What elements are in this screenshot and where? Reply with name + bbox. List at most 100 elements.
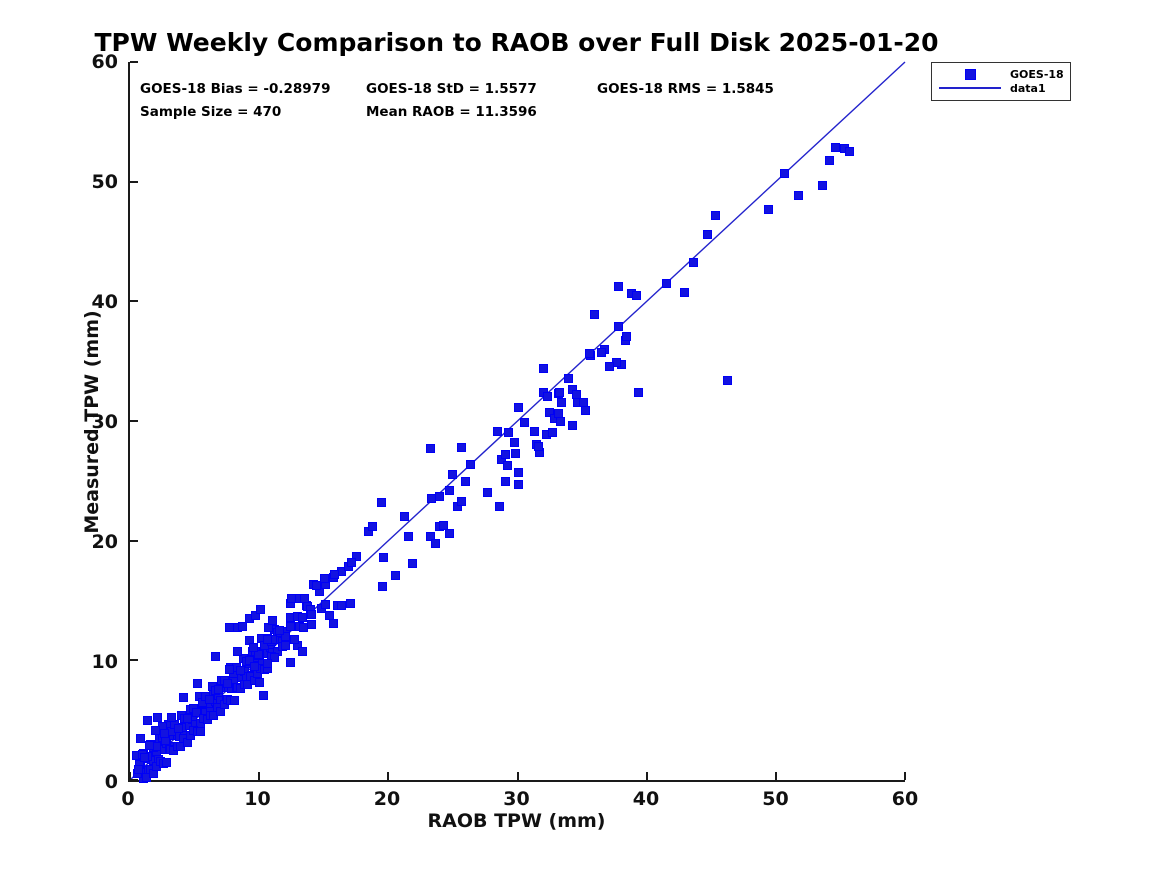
square-marker-icon [964, 68, 976, 80]
x-tick [904, 772, 906, 780]
scatter-point [290, 635, 300, 645]
scatter-point [722, 376, 732, 386]
scatter-point [605, 361, 615, 371]
scatter-point [633, 388, 643, 398]
scatter-point [539, 364, 549, 374]
scatter-point [465, 460, 475, 470]
stat-bias: GOES-18 Bias = -0.28979 [140, 81, 331, 97]
y-tick [130, 779, 138, 781]
scatter-point [614, 281, 624, 291]
x-tick [774, 772, 777, 780]
scatter-point [229, 695, 239, 705]
scatter-point [548, 427, 558, 437]
scatter-point [584, 348, 594, 358]
scatter-point [492, 426, 502, 436]
x-tick-label: 10 [244, 788, 271, 810]
scatter-point [456, 497, 466, 507]
x-tick [516, 772, 519, 780]
scatter-point [321, 600, 331, 610]
scatter-point [390, 571, 400, 581]
x-tick-label: 30 [503, 788, 530, 810]
scatter-point [285, 657, 295, 667]
y-tick-label: 40 [91, 291, 118, 313]
scatter-point [233, 646, 243, 656]
y-tick-label: 50 [91, 171, 118, 193]
scatter-point [456, 443, 466, 453]
chart-title: TPW Weekly Comparison to RAOB over Full … [94, 28, 938, 57]
legend-marker-icon [939, 68, 1001, 80]
line-sample-icon [939, 87, 1001, 89]
scatter-point [680, 288, 690, 298]
scatter-point [818, 180, 828, 190]
plot-area [128, 62, 905, 782]
scatter-point [153, 713, 163, 723]
scatter-point [336, 601, 346, 611]
x-tick [258, 772, 261, 780]
y-tick [130, 61, 138, 63]
scatter-point [557, 397, 567, 407]
scatter-point [196, 726, 205, 736]
scatter-point [589, 310, 599, 320]
scatter-point [225, 664, 235, 674]
scatter-point [263, 622, 273, 632]
scatter-point [460, 476, 470, 486]
scatter-point [254, 650, 264, 660]
scatter-point [244, 656, 254, 666]
scatter-point [554, 388, 564, 398]
y-tick-label: 20 [91, 531, 118, 553]
scatter-point [510, 449, 520, 459]
scatter-point [255, 605, 265, 615]
legend-line-icon [939, 87, 1001, 89]
scatter-point [399, 511, 409, 521]
legend-entry-data1: data1 [932, 81, 1070, 95]
scatter-point [306, 620, 316, 630]
scatter-point [447, 469, 457, 479]
scatter-point [567, 420, 577, 430]
x-tick-label: 40 [632, 788, 660, 810]
scatter-point [268, 615, 278, 625]
scatter-point [259, 691, 269, 701]
scatter-point [553, 408, 563, 418]
scatter-point [513, 479, 523, 489]
y-tick [130, 539, 138, 542]
y-tick-label: 30 [91, 411, 118, 433]
scatter-point [530, 426, 540, 436]
x-tick [387, 772, 390, 780]
y-axis-label: Measured TPW (mm) [81, 310, 103, 534]
scatter-point [779, 169, 789, 179]
scatter-point [500, 449, 510, 459]
scatter-point [144, 741, 154, 751]
scatter-point [425, 531, 435, 541]
legend-label: data1 [1010, 81, 1046, 95]
scatter-point [281, 640, 290, 650]
y-tick-label: 10 [91, 651, 118, 673]
scatter-point [793, 190, 803, 200]
legend-label: GOES-18 [1010, 67, 1064, 81]
chart-title-text: TPW Weekly Comparison to RAOB over Full … [94, 28, 939, 57]
scatter-point [159, 729, 169, 739]
scatter-point [162, 757, 172, 767]
scatter-point [377, 582, 387, 592]
scatter-point [703, 230, 713, 240]
scatter-point [300, 593, 310, 603]
scatter-point [425, 443, 435, 453]
scatter-point [438, 521, 448, 531]
scatter-point [430, 539, 440, 549]
scatter-point [845, 146, 855, 156]
scatter-point [312, 580, 321, 590]
scatter-point [534, 442, 544, 452]
scatter-point [711, 211, 721, 221]
stat-mean-raob: Mean RAOB = 11.3596 [366, 104, 537, 120]
scatter-point [513, 402, 523, 412]
scatter-point [407, 559, 417, 569]
scatter-point [250, 611, 260, 621]
x-tick [129, 772, 131, 780]
scatter-point [248, 643, 258, 653]
scatter-point [544, 408, 554, 418]
x-tick [645, 772, 648, 780]
x-tick-label: 0 [121, 788, 135, 810]
scatter-point [345, 598, 355, 608]
scatter-point [142, 716, 152, 726]
stat-std: GOES-18 StD = 1.5577 [366, 81, 537, 97]
scatter-point [134, 764, 144, 774]
